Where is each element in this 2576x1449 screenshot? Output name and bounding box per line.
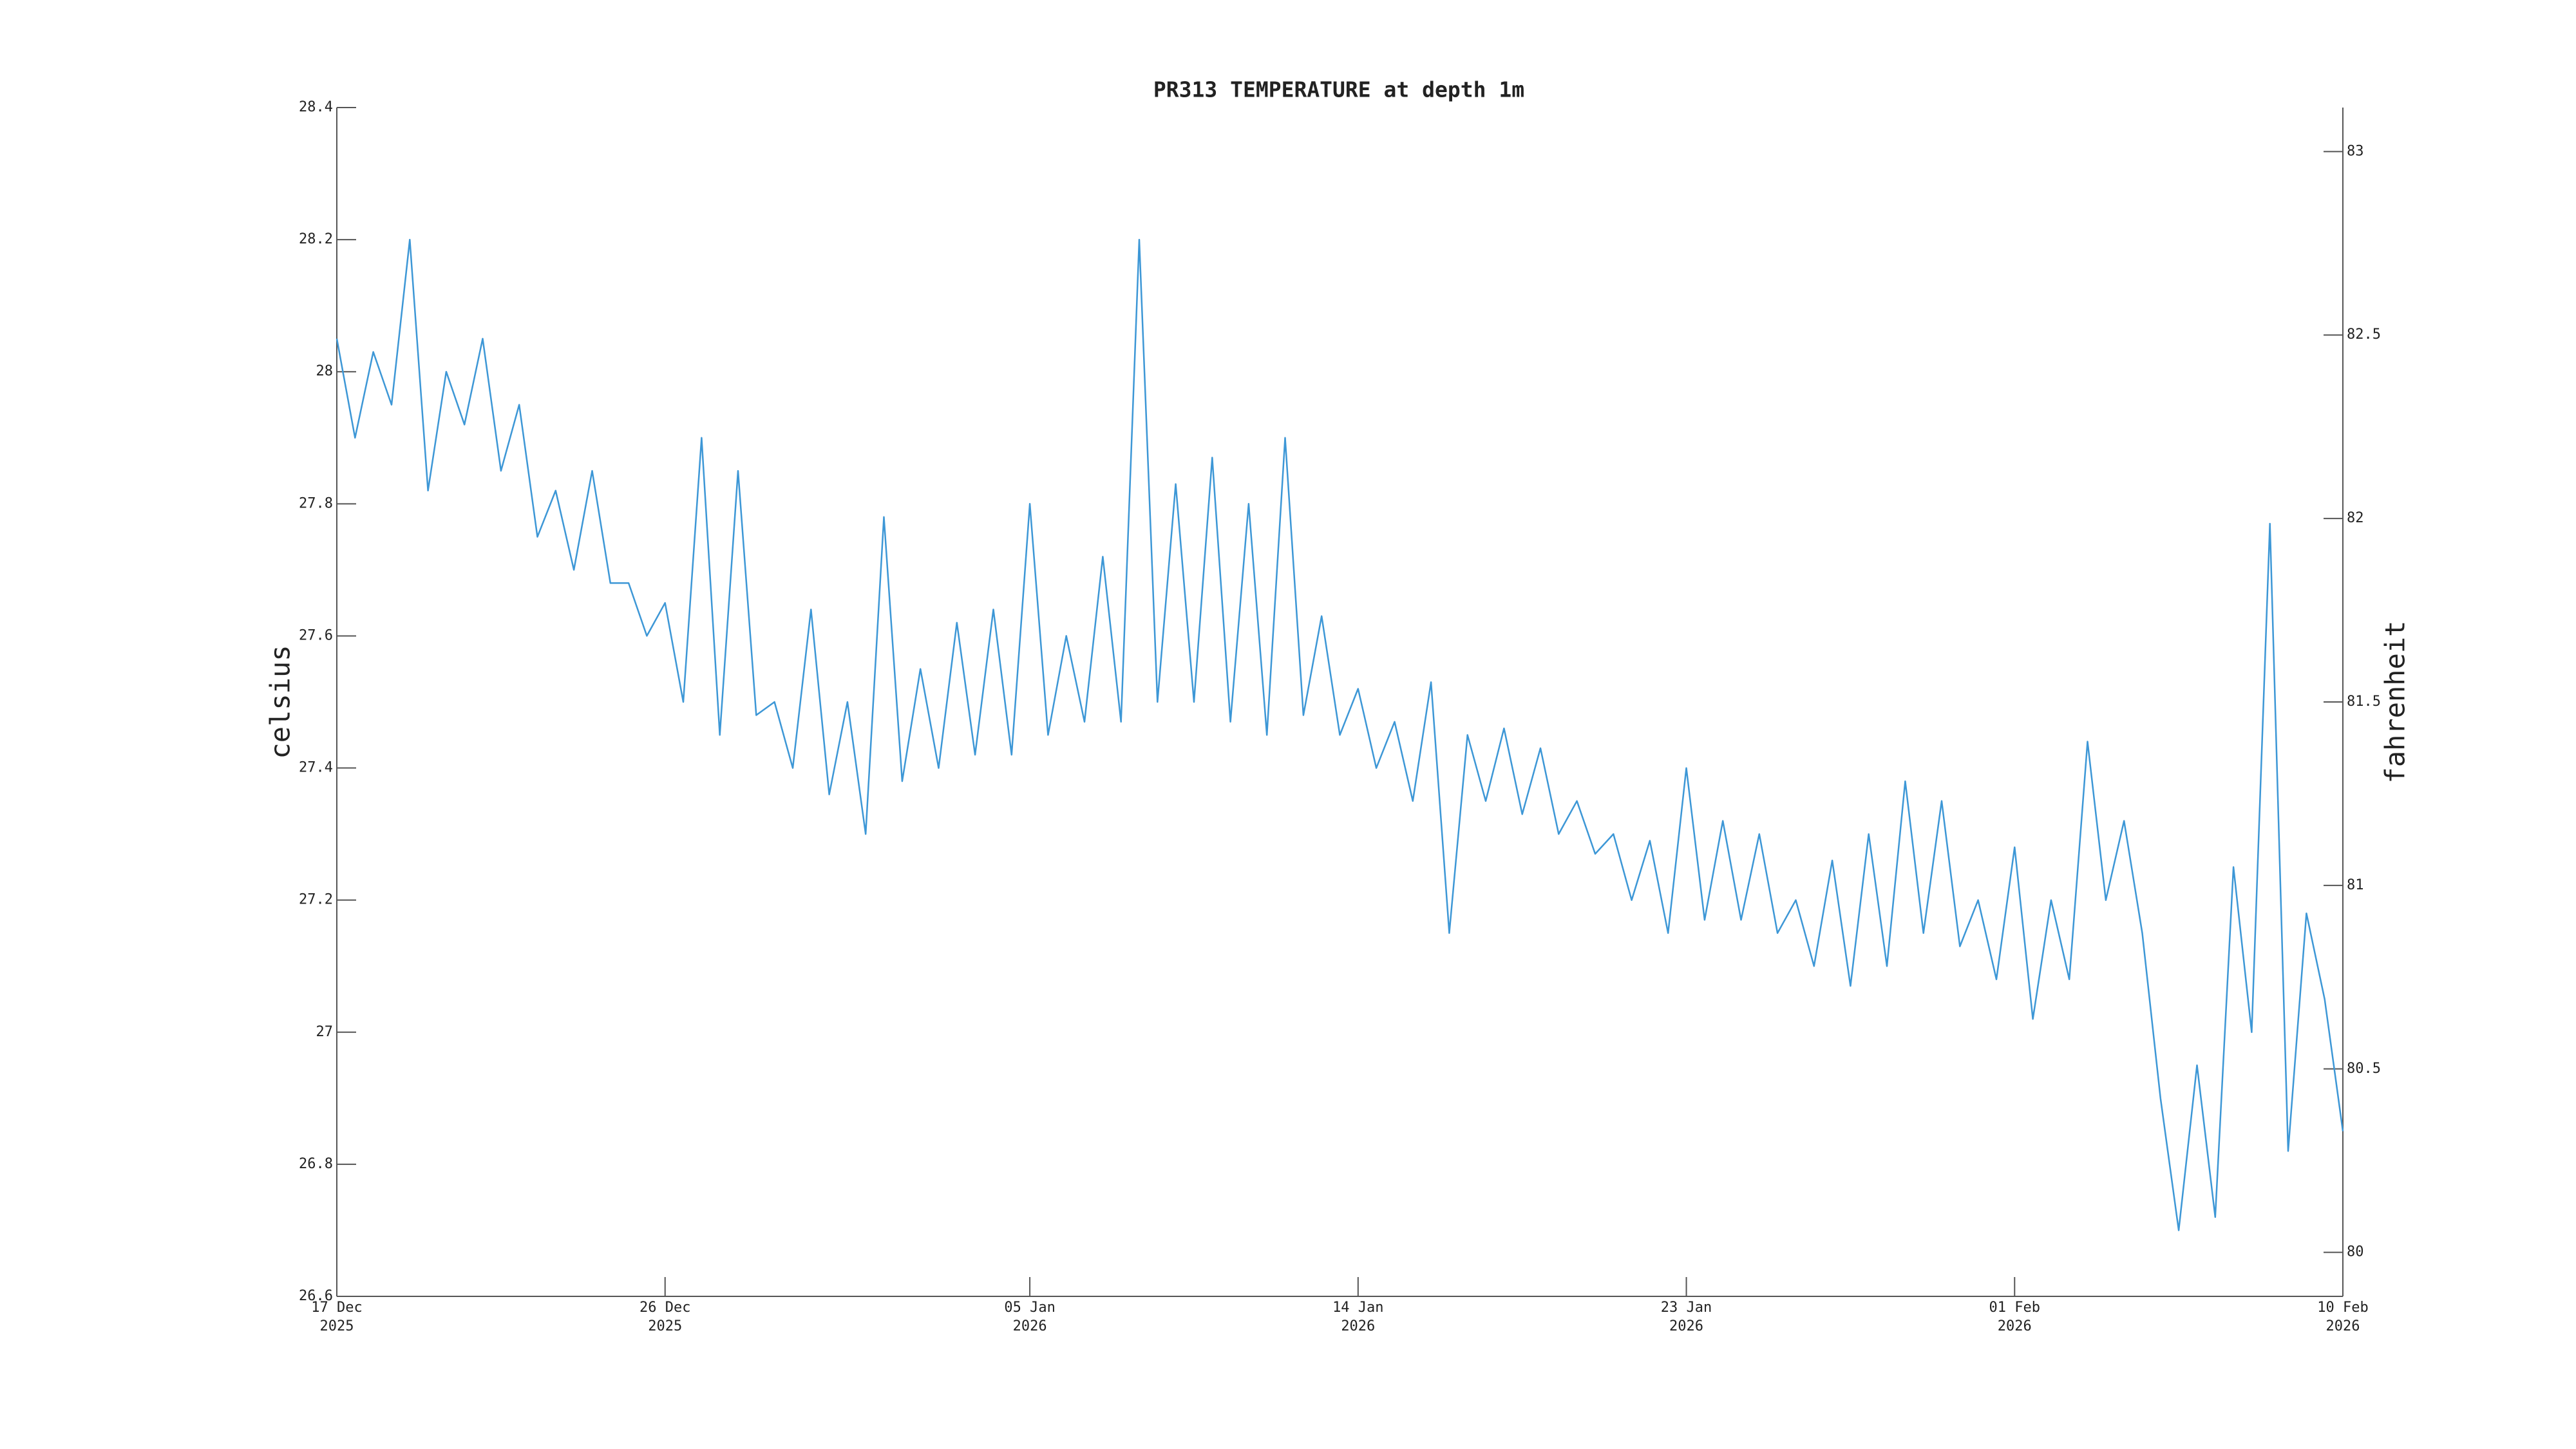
y2-tick-label: 81 — [2347, 877, 2364, 893]
y-tick-label: 26.6 — [299, 1288, 333, 1304]
x-tick-label: 2026 — [2326, 1318, 2360, 1334]
x-tick-label: 23 Jan — [1661, 1300, 1712, 1316]
y2-tick-label: 80 — [2347, 1244, 2364, 1260]
y-tick-label: 28 — [316, 363, 334, 379]
y2-tick-label: 82.5 — [2347, 327, 2381, 343]
y2-tick-label: 82 — [2347, 510, 2364, 526]
x-tick-label: 10 Feb — [2317, 1300, 2368, 1316]
x-tick-label: 2026 — [1013, 1318, 1047, 1334]
x-tick-label: 01 Feb — [1989, 1300, 2040, 1316]
x-tick-label: 2025 — [648, 1318, 682, 1334]
y-tick-label: 27.4 — [299, 760, 333, 776]
y-tick-label: 27.6 — [299, 627, 333, 643]
x-tick-label: 17 Dec — [311, 1300, 362, 1316]
x-tick-label: 14 Jan — [1332, 1300, 1383, 1316]
x-tick-label: 2026 — [1998, 1318, 2032, 1334]
y-tick-label: 27.2 — [299, 892, 333, 908]
y2-tick-label: 83 — [2347, 143, 2364, 159]
y-tick-label: 28.2 — [299, 231, 333, 247]
x-tick-label: 05 Jan — [1004, 1300, 1055, 1316]
x-tick-label: 2026 — [1669, 1318, 1703, 1334]
x-tick-label: 2025 — [320, 1318, 354, 1334]
temperature-line — [336, 238, 2344, 1231]
y2-tick-label: 80.5 — [2347, 1061, 2381, 1077]
x-tick-label: 2026 — [1341, 1318, 1375, 1334]
y2-tick-label: 81.5 — [2347, 694, 2381, 710]
y-tick-label: 27.8 — [299, 495, 333, 511]
y-tick-label: 27 — [316, 1024, 334, 1040]
y-tick-label: 28.4 — [299, 99, 333, 115]
x-tick-label: 26 Dec — [639, 1300, 690, 1316]
chart-title: PR313 TEMPERATURE at depth 1m — [1153, 77, 1524, 102]
y2-axis-label: fahrenheit — [2380, 621, 2411, 784]
y-tick-label: 26.8 — [299, 1156, 333, 1172]
y-axis-label: celsius — [265, 645, 296, 759]
